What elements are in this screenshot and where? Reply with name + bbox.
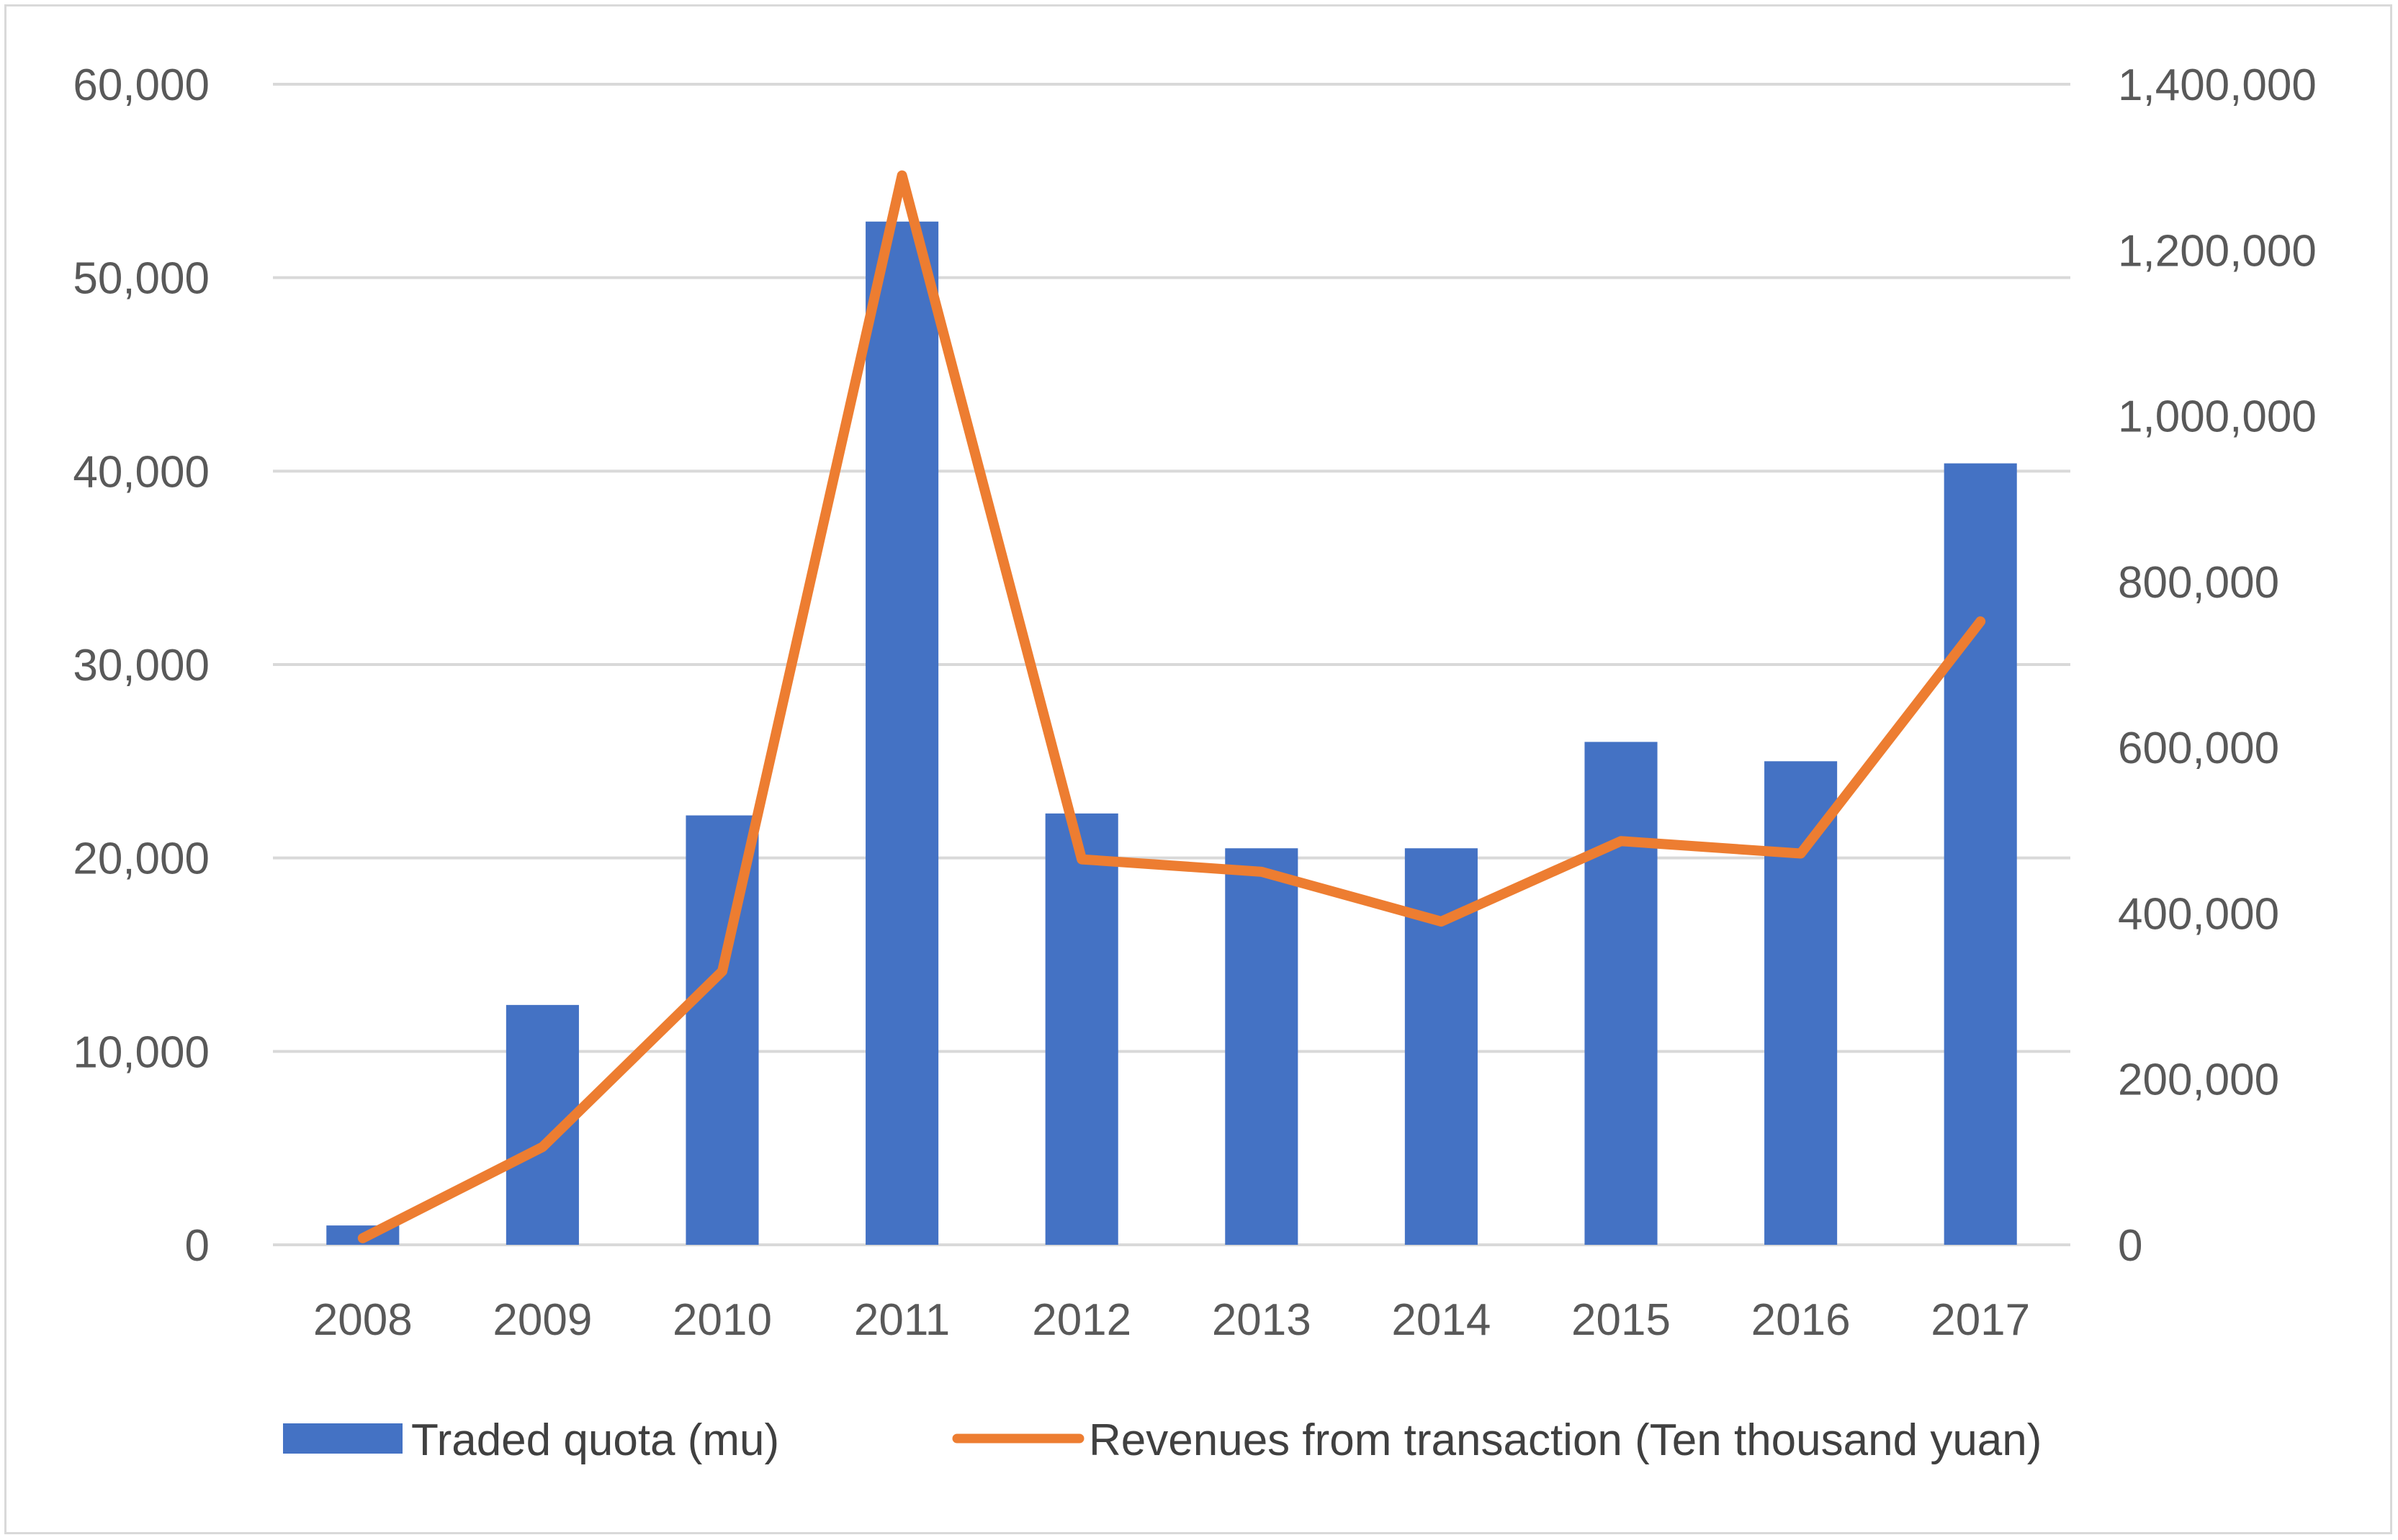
right-axis-tick-labels: 0 200,000 400,000 600,000 800,000 1,000,000 1,… xyxy=(2118,60,2317,1271)
right-tick-label: 600,000 xyxy=(2118,724,2279,773)
right-tick-label: 1,400,000 xyxy=(2118,60,2317,110)
right-tick-label: 800,000 xyxy=(2118,558,2279,608)
right-tick-label: 200,000 xyxy=(2118,1055,2279,1105)
x-tick-label: 2010 xyxy=(673,1295,772,1345)
x-tick-label: 2013 xyxy=(1212,1295,1311,1345)
bar-series xyxy=(326,221,2017,1246)
x-tick-label: 2015 xyxy=(1571,1295,1671,1345)
bar-2010 xyxy=(686,815,759,1245)
legend: Traded quota (mu) Revenues from transact… xyxy=(283,1415,2042,1465)
chart-frame: 0 10,000 20,000 30,000 40,000 50,000 60,000 0 2… xyxy=(4,4,2392,1534)
right-tick-label: 0 xyxy=(2118,1221,2142,1271)
legend-line-label: Revenues from transaction (Ten thousand … xyxy=(1089,1415,2042,1465)
legend-bar-label: Traded quota (mu) xyxy=(411,1415,779,1465)
left-tick-label: 40,000 xyxy=(73,447,210,497)
x-tick-label: 2008 xyxy=(313,1295,413,1345)
line-series xyxy=(357,170,1986,1243)
combo-chart: 0 10,000 20,000 30,000 40,000 50,000 60,000 0 2… xyxy=(73,60,2317,1465)
x-tick-label: 2016 xyxy=(1751,1295,1851,1345)
left-tick-label: 20,000 xyxy=(73,834,210,884)
bar-2011 xyxy=(866,221,939,1246)
right-tick-label: 1,200,000 xyxy=(2118,226,2317,276)
bar-2017 xyxy=(1944,463,2017,1245)
left-tick-label: 30,000 xyxy=(73,641,210,690)
bar-2012 xyxy=(1045,813,1118,1245)
x-tick-label: 2014 xyxy=(1391,1295,1491,1345)
left-tick-label: 0 xyxy=(185,1221,210,1271)
right-tick-label: 1,000,000 xyxy=(2118,392,2317,442)
left-tick-label: 60,000 xyxy=(73,60,210,110)
x-tick-label: 2011 xyxy=(854,1295,950,1345)
bar-2013 xyxy=(1225,848,1298,1245)
x-tick-label: 2017 xyxy=(1931,1295,2030,1345)
revenue-line xyxy=(357,170,1986,1243)
bar-2015 xyxy=(1584,742,1658,1245)
bar-2016 xyxy=(1764,761,1838,1245)
left-axis-tick-labels: 0 10,000 20,000 30,000 40,000 50,000 60,000 xyxy=(73,60,210,1271)
legend-bar-swatch xyxy=(283,1423,403,1454)
x-axis-tick-labels: 2008 2009 2010 2011 2012 2013 2014 2015 2016 2017 xyxy=(313,1295,2030,1345)
x-tick-label: 2012 xyxy=(1032,1295,1131,1345)
left-tick-label: 50,000 xyxy=(73,254,210,304)
x-tick-label: 2009 xyxy=(493,1295,592,1345)
left-tick-label: 10,000 xyxy=(73,1027,210,1077)
right-tick-label: 400,000 xyxy=(2118,889,2279,939)
